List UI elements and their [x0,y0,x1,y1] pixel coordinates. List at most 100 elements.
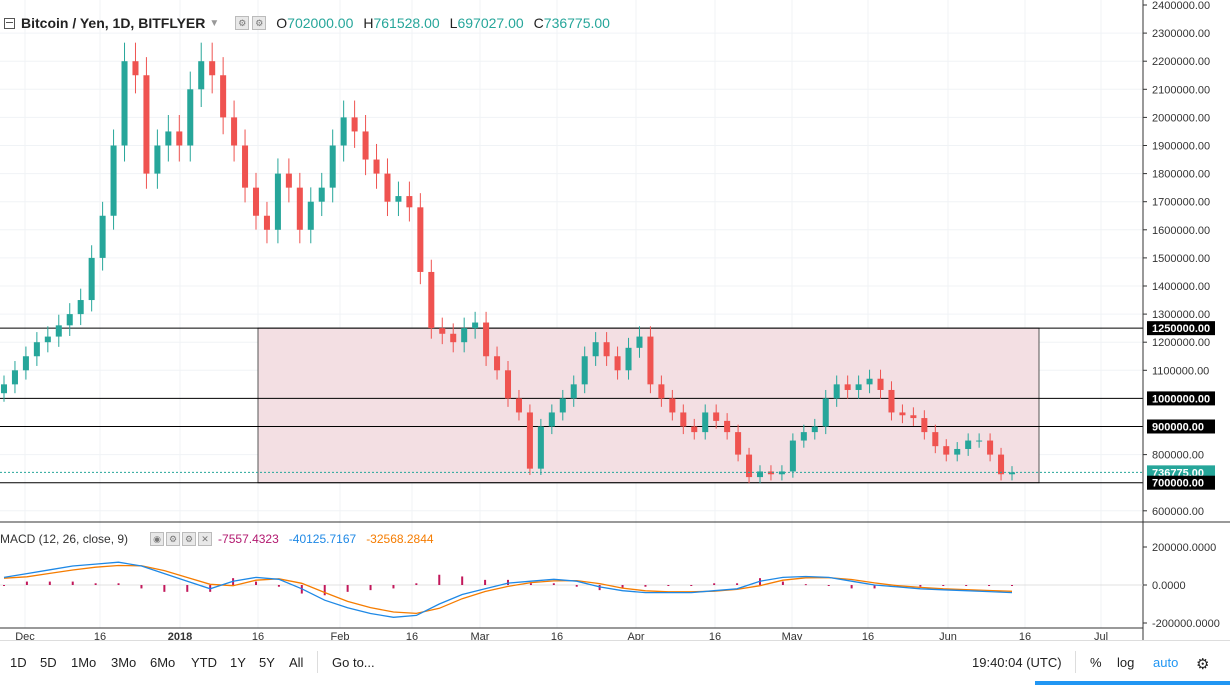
range-5d-button[interactable]: 5D [40,655,57,670]
candle-body [209,61,216,76]
macd-title[interactable]: MACD (12, 26, close, 9) [0,532,129,546]
candle-body [263,215,270,230]
candle-body [340,117,347,146]
time-tick-label: Feb [331,631,350,640]
settings-icon[interactable]: ⚙ [166,532,181,546]
macd-tick-label: -200000.0000 [1152,618,1220,630]
macd-histogram-bar [690,585,693,586]
macd-axis[interactable]: 200000.0000 0.0000 -200000.0000 [1143,542,1220,630]
candle-body [252,187,260,216]
candle-body [143,75,150,174]
price-axis[interactable]: 2400000.00 2300000.00 2200000.00 2100000.00… [1143,0,1215,518]
candle-body [88,257,95,301]
range-1y-button[interactable]: 1Y [230,655,246,670]
collapse-icon[interactable] [4,17,15,29]
macd-histogram-bar [873,585,876,589]
price-tick-label: 1800000.00 [1152,169,1210,181]
candle-body [472,322,479,329]
candle-body [811,426,818,433]
macd-line-value: -40125.7167 [288,532,357,546]
macd-histogram-value: -7557.4323 [218,532,279,546]
macd-histogram-bar [255,581,257,585]
macd-histogram-bar [277,585,280,587]
candle-body [417,207,424,272]
eye-icon[interactable]: ◉ [150,532,165,546]
macd-tick-label: 0.0000 [1152,580,1186,592]
candle-body [570,384,577,399]
candle-body [66,314,73,326]
candle-body [373,159,380,174]
auto-button[interactable]: auto [1153,655,1179,670]
symbol-legend: Bitcoin / Yen, 1D, BITFLYER ▼ ⚙ ⚙ O 7020… [0,12,610,34]
range-5y-button[interactable]: 5Y [259,655,275,670]
candle-body [494,356,501,371]
range-3mo-button[interactable]: 3Mo [111,655,137,670]
time-tick-label: 16 [94,631,106,640]
range-6mo-button[interactable]: 6Mo [150,655,176,670]
candle-body [625,347,632,371]
svg-text:700000.00: 700000.00 [1152,478,1204,490]
time-axis[interactable]: Dec 16 2018 16 Feb 16 Mar 16 Apr 16 May 16 Jun 16 Jul [15,631,1108,640]
candle-body [450,333,457,343]
macd-histogram-bar [850,585,853,589]
gear-icon[interactable]: ⚙ [182,532,197,546]
gear-icon[interactable]: ⚙ [1196,656,1210,673]
candle-body [592,342,599,357]
candle-body [581,356,588,385]
candle-body [636,336,643,348]
macd-signal-value: -32568.2844 [366,532,434,546]
macd-histogram-bar [392,585,395,589]
candle-body [658,384,665,399]
candle-body [154,145,161,174]
chevron-down-icon[interactable]: ▼ [209,17,220,29]
price-tick-label: 1700000.00 [1152,197,1210,209]
time-tick-label: Jul [1094,631,1108,640]
candle-body [198,61,205,90]
candle-body [395,196,402,202]
candle-body [954,448,961,455]
symbol-title[interactable]: Bitcoin / Yen, 1D, BITFLYER [21,15,206,31]
time-tick-label: Apr [627,631,644,640]
macd-histogram-bar [552,583,555,585]
utc-clock[interactable]: 19:40:04 (UTC) [972,655,1062,670]
price-tick-label: 800000.00 [1152,450,1204,462]
candle-body [483,322,490,357]
macd-histogram-bar [117,583,120,585]
goto-button[interactable]: Go to... [332,655,375,670]
candle-body [515,398,522,413]
candle-body [439,328,446,334]
price-tick-label: 1500000.00 [1152,253,1210,265]
close-value: 736775.00 [543,15,610,31]
time-tick-label: Dec [15,631,35,640]
macd-histogram-bar [71,581,74,585]
close-icon[interactable]: ✕ [198,532,213,546]
macd-legend: MACD (12, 26, close, 9) ◉ ⚙ ⚙ ✕ -7557.43… [0,530,434,548]
low-label: L [449,15,458,31]
macd-tick-label: 200000.0000 [1152,542,1216,554]
macd-histogram-bar [988,585,991,586]
price-tick-label: 1400000.00 [1152,281,1210,293]
macd-histogram-bar [827,585,830,586]
macd-histogram-bar [644,585,647,587]
price-badge: 1000000.00 [1147,391,1215,406]
range-1d-button[interactable]: 1D [10,655,27,670]
svg-text:900000.00: 900000.00 [1152,422,1204,434]
candle-body [307,201,314,230]
macd-histogram-bar [667,585,670,586]
price-tick-label: 2000000.00 [1152,112,1210,124]
range-ytd-button[interactable]: YTD [191,655,217,670]
candle-body [691,426,698,433]
candle-body [77,300,84,315]
candle-body [1008,472,1016,475]
percent-button[interactable]: % [1090,655,1102,670]
log-button[interactable]: log [1117,655,1135,670]
scrollbar[interactable] [1035,681,1230,685]
settings-icon[interactable]: ⚙ [235,16,250,30]
range-all-button[interactable]: All [289,655,304,670]
range-1mo-button[interactable]: 1Mo [71,655,97,670]
low-value: 697027.00 [457,15,524,31]
chart-canvas[interactable]: 2400000.00 2300000.00 2200000.00 2100000.00… [0,0,1230,640]
candle-body [833,384,840,399]
macd-histogram-bar [621,585,624,589]
gear-icon[interactable]: ⚙ [252,16,267,30]
